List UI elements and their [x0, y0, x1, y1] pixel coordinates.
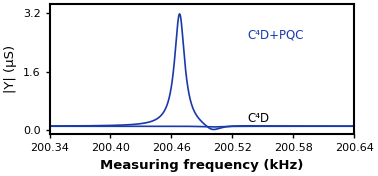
Text: C⁴D+PQC: C⁴D+PQC [248, 29, 304, 42]
X-axis label: Measuring frequency (kHz): Measuring frequency (kHz) [100, 159, 304, 172]
Text: C⁴D: C⁴D [248, 112, 270, 125]
Y-axis label: |Y| (μS): |Y| (μS) [4, 45, 17, 93]
